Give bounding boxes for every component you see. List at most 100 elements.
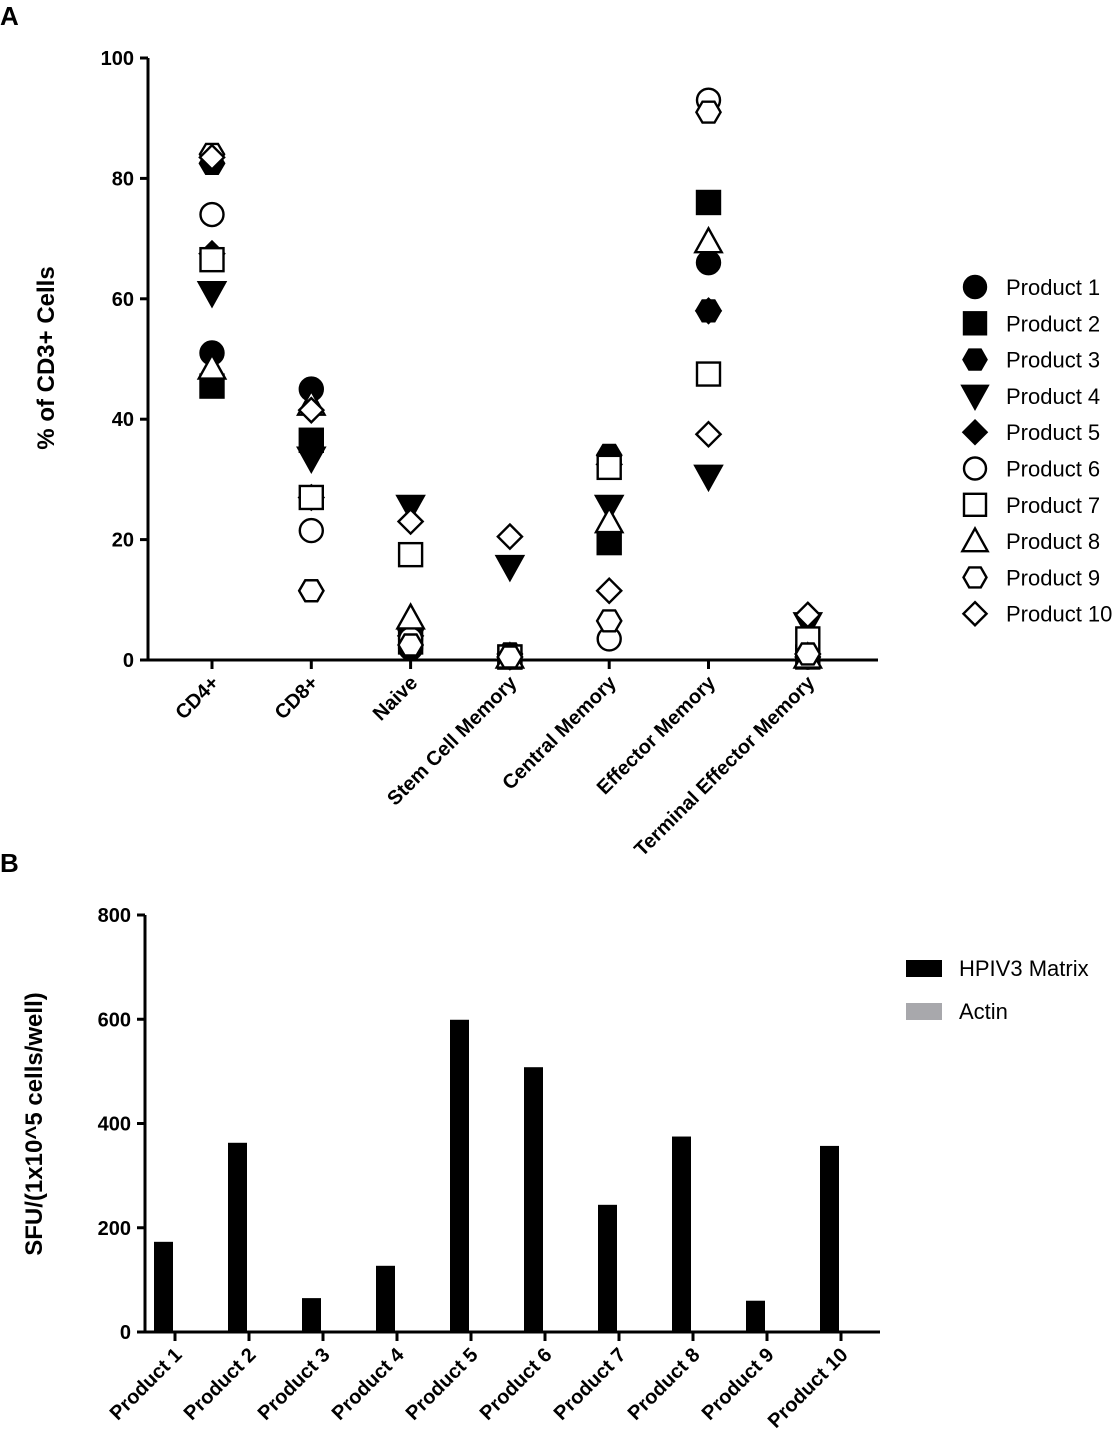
point-product-9-central-memory [595, 609, 623, 633]
point-product-1-effector-memory [695, 249, 722, 276]
panel-a-y-axis-label: % of CD3+ Cells [33, 266, 60, 449]
legend-label-product-8: Product 8 [1006, 529, 1100, 554]
point-product-10-cd4 [198, 143, 226, 172]
bar-hpiv3-matrix-product-10 [820, 1145, 839, 1332]
legend-marker-product-3 [962, 348, 988, 371]
panel-a-y-tick-label: 20 [112, 530, 134, 552]
legend-label-product-6: Product 6 [1006, 457, 1100, 482]
panel-a-y-tick-label: 100 [101, 48, 134, 70]
legend-label-product-1: Product 1 [1006, 275, 1100, 300]
bar-hpiv3-matrix-product-1 [154, 1241, 173, 1332]
panel-a-y-tick-label: 0 [123, 650, 134, 672]
point-product-9-stem-cell-memory [496, 645, 524, 669]
point-product-9-terminal-effector-memory [794, 642, 822, 666]
panel-a-label: A [0, 1, 19, 31]
panel-a-legend: Product 1 Product 2 Product 3 Product 4 Prod… [960, 274, 1112, 627]
panel-b-category-label-product-9: Product 9 [698, 1344, 779, 1425]
panel-b-y-tick-label: 0 [120, 1322, 131, 1344]
panel-b-y-tick-label: 800 [98, 905, 131, 927]
legend-marker-product-8 [960, 525, 990, 553]
point-product-10-cd8 [297, 396, 326, 424]
point-product-7-naive [397, 541, 424, 568]
point-product-9-naive [397, 633, 425, 657]
bar-hpiv3-matrix-product-6 [524, 1067, 543, 1332]
point-product-10-effector-memory [694, 420, 723, 449]
legend-marker-product-6 [962, 456, 988, 481]
point-product-8-effector-memory [693, 225, 724, 254]
panel-b-category-label-product-1: Product 1 [106, 1344, 187, 1425]
panel-a-category-label-naive: Naive [369, 672, 422, 725]
bar-hpiv3-matrix-product-7 [598, 1204, 617, 1332]
point-product-7-cd4 [199, 246, 225, 273]
legend-marker-product-5 [961, 418, 989, 446]
legend-marker-product-4 [960, 384, 990, 412]
legend-label-product-7: Product 7 [1006, 493, 1100, 518]
bar-hpiv3-matrix-product-5 [450, 1019, 469, 1332]
panel-b-y-tick-label: 200 [98, 1218, 131, 1240]
panel-b-category-label-product-3: Product 3 [254, 1344, 335, 1425]
legend-swatch-hpiv3-matrix [906, 960, 942, 977]
panel-b-label: B [0, 848, 19, 878]
bar-hpiv3-matrix-product-9 [746, 1300, 765, 1332]
point-product-7-central-memory [596, 454, 622, 481]
legend-label-product-5: Product 5 [1006, 420, 1100, 445]
legend-label-product-2: Product 2 [1006, 311, 1100, 336]
panel-a-y-tick-label: 60 [112, 289, 134, 311]
panel-a-points [196, 87, 824, 671]
panel-a-category-label-terminal-effector-memory: Terminal Effector Memory [630, 671, 820, 861]
point-product-8-cd4 [196, 352, 228, 380]
panel-b-bars [154, 1019, 839, 1332]
panel-b-category-label-product-4: Product 4 [328, 1343, 409, 1424]
point-product-4-cd8 [296, 446, 327, 475]
panel-b-y-axis-label: SFU/(1x10^5 cells/well) [21, 992, 48, 1255]
panel-b-y-tick-label: 400 [98, 1114, 131, 1136]
legend-label-actin: Actin [959, 999, 1008, 1024]
point-product-2-central-memory [596, 529, 622, 556]
bar-hpiv3-matrix-product-4 [376, 1265, 395, 1332]
point-product-10-terminal-effector-memory [794, 601, 822, 629]
legend-marker-product-7 [962, 492, 988, 517]
point-product-10-stem-cell-memory [496, 522, 524, 551]
bar-hpiv3-matrix-product-3 [302, 1298, 321, 1332]
panel-b-y-tick-label: 600 [98, 1009, 131, 1031]
legend-label-product-4: Product 4 [1006, 384, 1100, 409]
point-product-2-effector-memory [695, 189, 722, 216]
legend-label-product-3: Product 3 [1006, 348, 1100, 373]
panel-b-legend: HPIV3 Matrix Actin [906, 956, 1089, 1024]
point-product-10-central-memory [595, 576, 623, 605]
point-product-6-cd4 [199, 201, 225, 228]
legend-label-product-9: Product 9 [1006, 565, 1100, 590]
panel-b-category-label-product-2: Product 2 [180, 1344, 261, 1425]
point-product-6-cd8 [298, 517, 324, 544]
legend-label-hpiv3-matrix: HPIV3 Matrix [959, 956, 1089, 981]
panel-a-category-label-cd4: CD4+ [171, 672, 223, 724]
point-product-4-effector-memory [693, 464, 724, 493]
point-product-8-central-memory [593, 505, 625, 534]
point-product-7-effector-memory [695, 361, 722, 387]
legend-marker-product-2 [962, 311, 988, 336]
legend-swatch-actin [906, 1003, 942, 1020]
legend-marker-product-9 [962, 566, 988, 589]
point-product-8-naive [395, 602, 426, 630]
point-product-10-naive [396, 507, 425, 536]
panel-b-category-label-product-10: Product 10 [764, 1344, 853, 1433]
bar-hpiv3-matrix-product-2 [228, 1142, 247, 1332]
point-product-9-effector-memory [695, 100, 722, 124]
panel-a-y-tick-label: 40 [112, 409, 134, 431]
point-product-7-cd8 [298, 484, 324, 511]
point-product-4-stem-cell-memory [494, 554, 526, 583]
legend-label-product-10: Product 10 [1006, 602, 1112, 627]
point-product-5-effector-memory [694, 297, 723, 325]
panel-a-y-tick-label: 80 [112, 168, 134, 190]
panel-b-category-label-product-6: Product 6 [476, 1344, 557, 1425]
panel-b-category-label-product-7: Product 7 [550, 1344, 631, 1425]
panel-a-category-label-cd8: CD8+ [271, 672, 323, 724]
panel-b-category-label-product-8: Product 8 [624, 1344, 705, 1425]
legend-marker-product-1 [962, 274, 988, 300]
point-product-9-cd8 [297, 579, 325, 603]
bar-hpiv3-matrix-product-8 [672, 1136, 691, 1332]
panel-b-category-label-product-5: Product 5 [402, 1344, 483, 1425]
point-product-4-cd4 [196, 281, 228, 309]
